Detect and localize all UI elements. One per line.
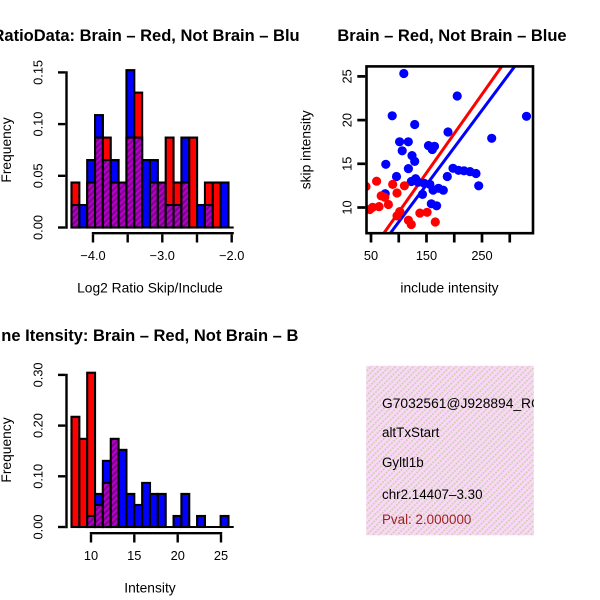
svg-text:250: 250	[471, 248, 492, 263]
svg-text:0.10: 0.10	[31, 464, 46, 489]
svg-text:altTxStart: altTxStart	[382, 425, 440, 440]
svg-text:Frequency: Frequency	[0, 417, 14, 482]
svg-text:Intensity: Intensity	[124, 581, 175, 596]
svg-text:0.10: 0.10	[31, 112, 46, 137]
svg-text:G7032561@J928894_RC1: G7032561@J928894_RC1	[382, 396, 549, 411]
svg-text:Brain – Red, Not Brain – Blue: Brain – Red, Not Brain – Blue	[337, 27, 566, 45]
svg-text:10: 10	[340, 200, 355, 214]
svg-text:Log2 Ratio Skip/Include: Log2 Ratio Skip/Include	[77, 281, 223, 296]
svg-text:150: 150	[416, 248, 437, 263]
svg-text:0.05: 0.05	[31, 163, 46, 188]
svg-text:50: 50	[364, 248, 378, 263]
svg-text:10: 10	[84, 548, 98, 563]
svg-text:−4.0: −4.0	[80, 248, 105, 263]
svg-text:Gyltl1b: Gyltl1b	[382, 455, 424, 470]
svg-text:skip intensity: skip intensity	[299, 110, 314, 189]
svg-text:Frequency: Frequency	[0, 117, 14, 182]
svg-text:Pval: 2.000000: Pval: 2.000000	[382, 512, 471, 527]
svg-text:25: 25	[340, 69, 355, 83]
svg-text:0.20: 0.20	[31, 413, 46, 438]
svg-text:20: 20	[171, 548, 185, 563]
svg-text:chr2.14407–3.30: chr2.14407–3.30	[382, 487, 483, 502]
svg-text:0.00: 0.00	[31, 215, 46, 240]
svg-text:20: 20	[340, 113, 355, 127]
svg-text:−2.0: −2.0	[219, 248, 244, 263]
svg-text:15: 15	[340, 157, 355, 171]
svg-text:−3.0: −3.0	[150, 248, 175, 263]
svg-text:0.30: 0.30	[31, 362, 46, 387]
svg-text:0.15: 0.15	[31, 60, 46, 85]
svg-text:RatioData: Brain – Red, Not Br: RatioData: Brain – Red, Not Brain – Blue	[0, 27, 309, 45]
svg-text:ne Itensity: Brain – Red, Not: ne Itensity: Brain – Red, Not Brain – B	[1, 327, 298, 345]
svg-text:15: 15	[127, 548, 141, 563]
svg-text:0.00: 0.00	[31, 515, 46, 540]
svg-text:include intensity: include intensity	[400, 281, 498, 296]
svg-text:25: 25	[214, 548, 228, 563]
